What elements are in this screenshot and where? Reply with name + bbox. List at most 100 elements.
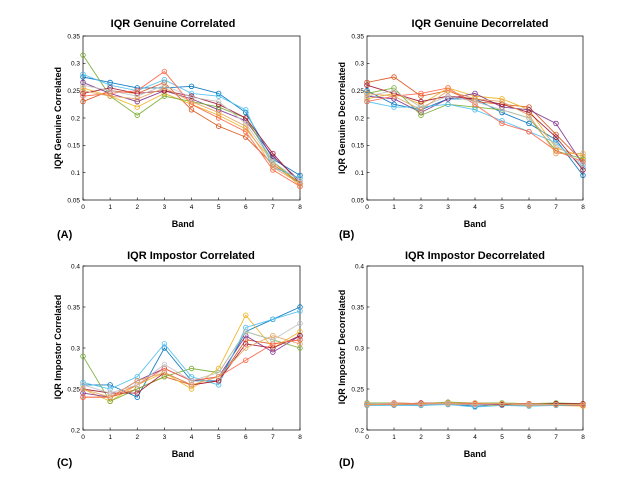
panel-a-series-10-point	[188, 98, 195, 105]
panel-a-xtick-label: 8	[298, 204, 302, 211]
panel-b-ytick-label: 0.05	[351, 197, 364, 204]
panel-c-series-3-point	[297, 328, 303, 335]
panel-c-series-8-point	[80, 394, 86, 400]
panel-a-series-6-line	[82, 73, 301, 179]
panel-b-axes-box	[366, 35, 584, 201]
panel-c-series-8-point	[243, 357, 249, 363]
panel-a-xtick-label: 2	[135, 204, 139, 211]
panel-c-series-6-point	[215, 382, 222, 388]
panel-a-series-3-line	[82, 87, 301, 187]
panel-b-series-8-point	[499, 120, 505, 127]
panel-c-xtick-label: 8	[298, 434, 302, 441]
panel-c-series-10-point	[80, 386, 86, 392]
panel-c-series-10-point	[270, 333, 276, 339]
panel-a-series-9-point	[107, 87, 113, 94]
panel-d-series-10-point	[499, 401, 505, 407]
panel-d-xtick-label: 8	[581, 434, 585, 441]
panel-b-series-8-point	[364, 98, 370, 105]
panel-b-series-7-point	[364, 82, 370, 88]
panel-c-series-10-point	[215, 374, 222, 380]
panel-b-series-9-line	[366, 90, 584, 165]
panel-c-series-6-point	[134, 374, 140, 380]
panel-d-ytick-label: 0.3	[355, 345, 364, 352]
panel-a-series-8-point	[161, 68, 168, 75]
panel-a-xtick-label: 6	[244, 204, 248, 211]
panel-b-series-9-point	[580, 161, 586, 168]
panel-a-ytick-label: 0.25	[67, 88, 80, 95]
panel-c-xtick-label: 7	[271, 434, 275, 441]
panel-c-xtick-label: 2	[135, 434, 139, 441]
panel-c-series-9-point	[243, 328, 249, 335]
panel-d-xtick-label: 3	[446, 434, 450, 441]
panel-a-series-5-line	[82, 54, 301, 184]
panel-d-ytick-label: 0.35	[351, 304, 364, 311]
panel-b-series-7-point	[418, 98, 424, 105]
panel-b-series-4-point	[472, 90, 478, 97]
panel-d-xlabel: Band	[464, 449, 487, 459]
panel-a-ytick-label: 0.2	[71, 115, 80, 122]
panel-d-xtick-label: 5	[500, 434, 504, 441]
panel-c-series-1-point	[134, 394, 140, 400]
panel-d-label: (D)	[339, 457, 355, 469]
panel-c-series-10-point	[243, 345, 249, 351]
panel-c-series-9-point	[107, 390, 113, 396]
panel-a-series-10-point	[134, 96, 140, 102]
panel-b-series-10-point	[418, 107, 424, 113]
panel-c-series-10-line	[82, 335, 301, 398]
panel-b-series	[364, 74, 586, 179]
panel-c-series-9-point	[215, 369, 222, 376]
panel-c-series-7-point	[297, 333, 303, 339]
panel-c-series-9-point	[270, 337, 276, 343]
panel-c-series-6-point	[80, 379, 86, 386]
panel-c-series	[80, 304, 303, 404]
panel-b-ytick-label: 0.1	[355, 170, 364, 177]
panel-b-series-10-point	[364, 90, 370, 97]
panel-d-series-10-point	[418, 401, 424, 407]
panel-c-xtick-label: 6	[244, 434, 248, 441]
panel-c-ytick-label: 0.35	[67, 304, 80, 311]
panel-c-ticks: 0 1 2 3 4 5 6 7 8 0.2 0.25 0.3 0.35 0.4	[67, 263, 302, 441]
panel-a-series-8-point	[215, 115, 222, 121]
panel-d-series	[364, 399, 586, 410]
panel-b-series-5-point	[418, 112, 424, 118]
panel-b-title: IQR Genuine Decorrelated	[412, 18, 549, 30]
panel-b-series-2-line	[366, 76, 584, 163]
panel-c-series-7-point	[134, 390, 140, 396]
panel-c-series-4-point	[270, 349, 276, 355]
panel-a-ytick-label: 0.3	[71, 61, 80, 68]
panel-a-xtick-label: 0	[81, 204, 85, 211]
panel-b-series-10-point	[472, 96, 478, 102]
panel-c-label: (C)	[57, 457, 73, 469]
panel-a-series-2-point	[188, 107, 195, 113]
panel-b-series-10-point	[445, 87, 451, 94]
panel-a-series-2-point	[215, 123, 222, 129]
panel-a-xlabel: Band	[172, 219, 195, 229]
panel-b-ylabel: IQR Genuine Decorrelated	[337, 62, 347, 174]
panel-a-series-8-point	[134, 87, 140, 94]
panel-c-series-6-point	[107, 386, 113, 392]
panel-a-series-9-point	[215, 98, 222, 105]
panel-b-series-8-point	[526, 128, 532, 135]
panel-c-ytick-label: 0.25	[67, 386, 80, 393]
panel-c-series-5-point	[161, 374, 168, 380]
panel-b-series-6-point	[445, 101, 451, 108]
panel-b-series-5-line	[366, 87, 584, 160]
panel-d-series-10-point	[553, 401, 559, 408]
panel-b-series-1-point	[580, 172, 586, 179]
panel-a-series-10-point	[161, 85, 168, 91]
panel-b-series-9-point	[499, 107, 505, 113]
panel-c-series-1-point	[297, 304, 303, 310]
panel-c-xlabel: Band	[172, 449, 195, 459]
panel-c-series-6-point	[243, 324, 249, 331]
panel-a-ytick-label: 0.35	[67, 33, 80, 40]
panel-c-series-9-point	[297, 320, 303, 327]
panel-d-series-10-point	[472, 400, 478, 406]
panel-a-series-8-point	[297, 183, 303, 190]
panel-b-ytick-label: 0.25	[351, 88, 364, 95]
panel-b-series-9-point	[553, 142, 559, 149]
panel-b-xtick-label: 7	[554, 204, 558, 211]
panel-c-series-1-point	[161, 345, 168, 351]
panel-b-ytick-label: 0.3	[355, 61, 364, 68]
panel-a-series-6-point	[161, 77, 168, 83]
